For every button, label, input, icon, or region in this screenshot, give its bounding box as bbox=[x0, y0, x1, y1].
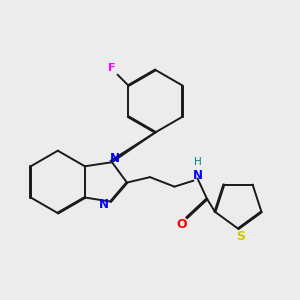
Text: N: N bbox=[193, 169, 202, 182]
Text: F: F bbox=[108, 63, 116, 73]
Text: N: N bbox=[110, 152, 120, 166]
Text: N: N bbox=[99, 198, 109, 211]
Text: O: O bbox=[176, 218, 187, 231]
Text: H: H bbox=[194, 157, 201, 167]
Text: S: S bbox=[236, 230, 245, 243]
